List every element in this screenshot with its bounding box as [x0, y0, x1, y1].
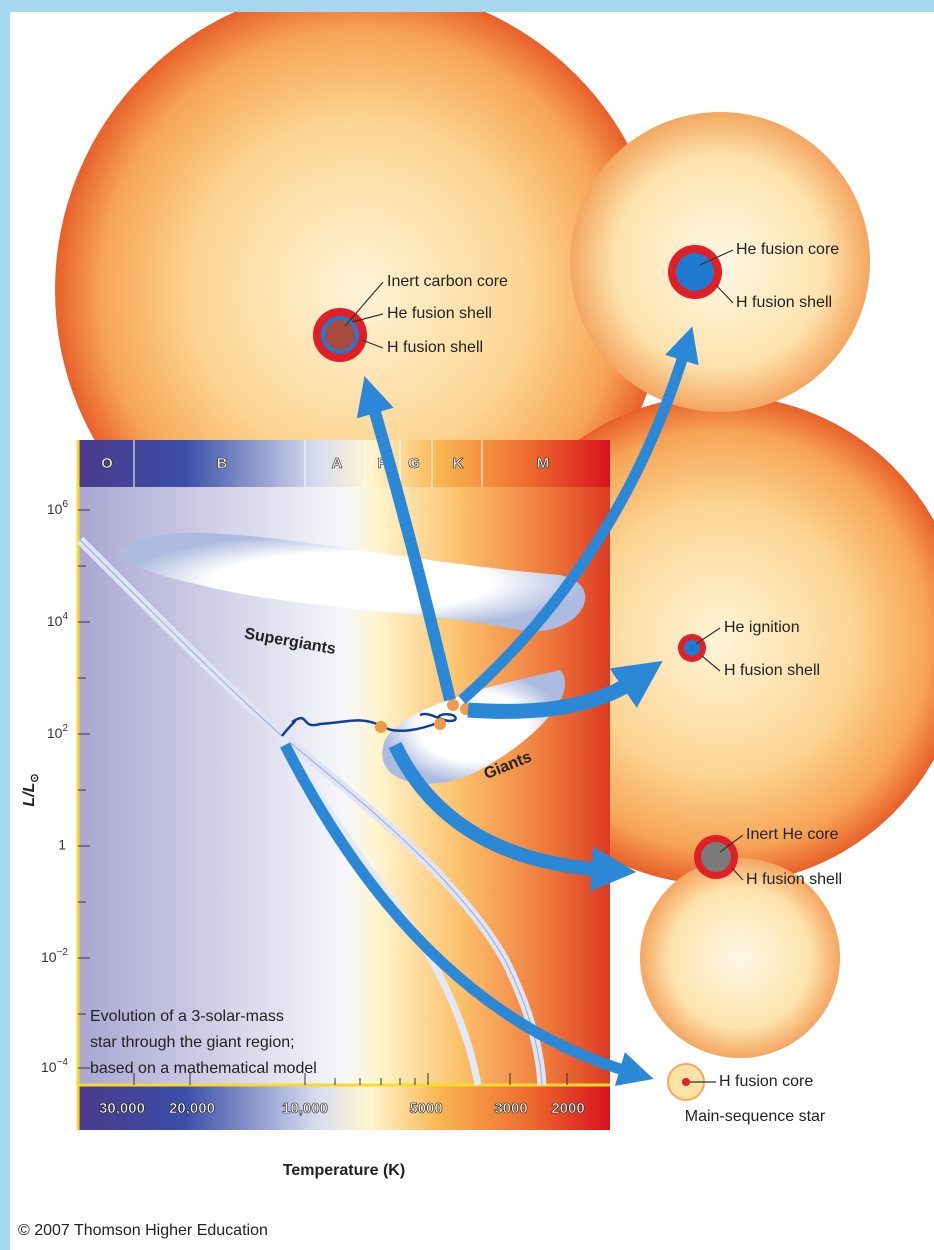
spectral-class: F: [377, 455, 386, 472]
spectral-class: B: [217, 455, 228, 472]
y-tick-label: 10−4: [41, 1057, 68, 1075]
x-tick-label: 3000: [494, 1100, 527, 1117]
x-tick-label: 2000: [551, 1100, 584, 1117]
y-tick-marks: [78, 509, 90, 1069]
y-tick-label: 10−2: [41, 947, 68, 965]
core-3: He ignition H fusion shell: [678, 619, 820, 679]
callout-label: Inert He core: [746, 826, 839, 843]
spectral-class: K: [453, 455, 464, 472]
callout-label: H fusion shell: [736, 294, 832, 311]
y-tick-label: 104: [47, 611, 69, 629]
note: star through the giant region;: [90, 1034, 295, 1051]
giant-region: [382, 670, 566, 784]
callout-label: H fusion core: [719, 1073, 813, 1090]
callout-label: Inert carbon core: [387, 273, 508, 290]
core-1: Inert carbon core He fusion shell H fusi…: [313, 273, 508, 362]
spectral-class: A: [332, 455, 343, 472]
x-tick-marks: [133, 1073, 568, 1085]
y-axis-label: L/L⊙: [21, 773, 41, 806]
track-point: [447, 699, 459, 711]
callout-label: He ignition: [724, 619, 800, 636]
core-5: H fusion core Main-sequence star: [667, 1063, 826, 1125]
track-point: [375, 721, 387, 733]
callout-label: H fusion shell: [746, 871, 842, 888]
x-axis-label: Temperature (K): [283, 1162, 405, 1179]
spectral-class: M: [537, 455, 550, 472]
core-4: Inert He core H fusion shell: [694, 826, 842, 888]
supergiant-region: [119, 532, 586, 632]
star-caption: Main-sequence star: [685, 1108, 826, 1125]
arrows: [280, 326, 699, 1086]
x-tick-label: 5000: [409, 1100, 442, 1117]
copyright: © 2007 Thomson Higher Education: [18, 1222, 268, 1239]
callout-label: H fusion shell: [724, 662, 820, 679]
callout-label: He fusion core: [736, 241, 839, 258]
spectral-band: [78, 440, 610, 487]
y-tick-label: 1: [58, 837, 66, 853]
track-point: [434, 718, 446, 730]
core-2: He fusion core H fusion shell: [668, 241, 839, 311]
note: based on a mathematical model: [90, 1060, 317, 1077]
y-tick-label: 102: [47, 723, 69, 741]
hr-diagram: O B A F G K M 106 104 102 1 10−2 10−4 L/…: [21, 440, 610, 1179]
spectral-class: O: [101, 455, 113, 472]
note: Evolution of a 3-solar-mass: [90, 1008, 284, 1025]
x-tick-label: 30,000: [99, 1100, 145, 1117]
main-sequence-edge: [79, 539, 543, 1086]
spectral-class: G: [408, 455, 420, 472]
x-tick-label: 20,000: [169, 1100, 215, 1117]
callout-label: H fusion shell: [387, 339, 483, 356]
temperature-band: [78, 1085, 610, 1130]
spectral-dividers: [133, 440, 483, 487]
subgiant-star: [640, 858, 840, 1058]
callout-label: He fusion shell: [387, 305, 492, 322]
x-tick-label: 10,000: [282, 1100, 328, 1117]
y-tick-label: 106: [47, 499, 69, 517]
